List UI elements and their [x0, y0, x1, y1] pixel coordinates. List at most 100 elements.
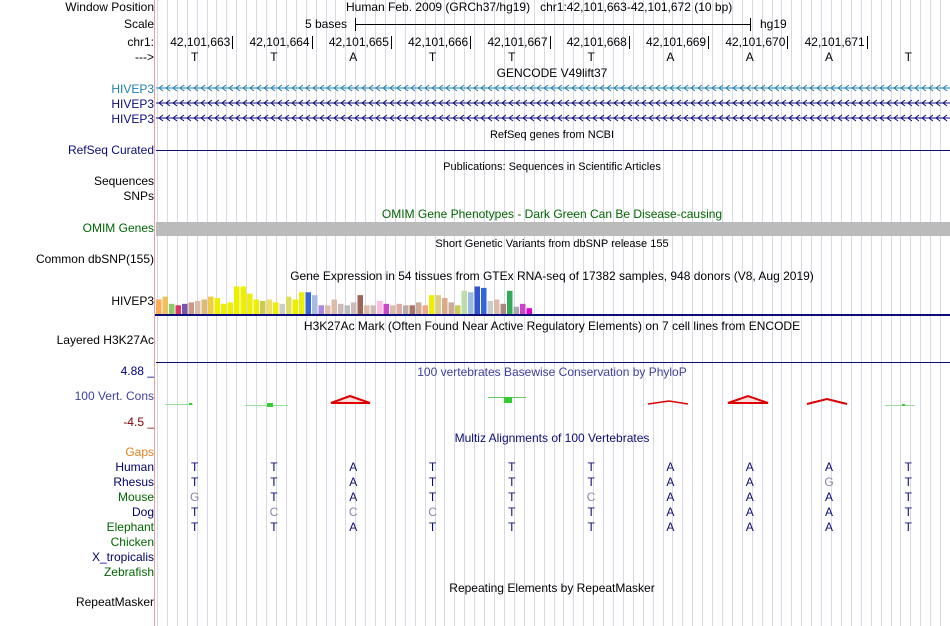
coordinate-label: 42,101,666: [408, 35, 469, 49]
gtex-track-label[interactable]: HIVEP3: [111, 294, 154, 308]
multiz-base: A: [349, 520, 358, 534]
gtex-tissue-bar[interactable]: [448, 302, 455, 314]
repeatmasker-track-label[interactable]: RepeatMasker: [75, 595, 154, 609]
gtex-tissue-bar[interactable]: [481, 287, 487, 314]
gencode-item-3-label[interactable]: HIVEP3: [111, 112, 154, 126]
refseq-track-title: RefSeq genes from NCBI: [489, 129, 615, 141]
gtex-tissue-bar[interactable]: [247, 293, 253, 314]
gtex-tissue-bar[interactable]: [331, 299, 338, 315]
phylop-track-label[interactable]: 100 Vert. Cons: [74, 389, 154, 403]
gtex-tissue-bar[interactable]: [474, 286, 481, 314]
omim-track-title: OMIM Gene Phenotypes - Dark Green Can Be…: [381, 207, 723, 221]
gtex-tissue-bar[interactable]: [364, 305, 370, 314]
gtex-tissue-bar[interactable]: [162, 296, 169, 314]
multiz-species-label[interactable]: Rhesus: [113, 475, 154, 489]
multiz-base: C: [428, 505, 437, 519]
gtex-tissue-bar[interactable]: [195, 300, 201, 314]
multiz-base: A: [825, 490, 834, 504]
gtex-tissue-bar[interactable]: [513, 306, 520, 314]
phylop-conservation-plot[interactable]: [155, 390, 950, 420]
omim-phenotype-bar[interactable]: [156, 222, 950, 236]
gtex-tissue-bar[interactable]: [526, 308, 533, 314]
multiz-species-label[interactable]: X_tropicalis: [91, 550, 154, 564]
gencode-gene-models[interactable]: [155, 82, 950, 127]
multiz-base: T: [428, 520, 437, 534]
gtex-tissue-bar[interactable]: [325, 305, 331, 314]
gtex-tissue-bar[interactable]: [390, 305, 396, 314]
refseq-track-label[interactable]: RefSeq Curated: [67, 143, 154, 157]
multiz-species-label[interactable]: Mouse: [117, 490, 154, 504]
gtex-tissue-bar[interactable]: [240, 286, 247, 314]
publications-snps-label[interactable]: SNPs: [123, 189, 154, 203]
multiz-gaps-label[interactable]: Gaps: [125, 445, 154, 459]
gtex-tissue-bar[interactable]: [455, 305, 461, 314]
gtex-tissue-bar[interactable]: [396, 303, 403, 314]
multiz-base: A: [745, 490, 754, 504]
gtex-tissue-bar[interactable]: [156, 299, 162, 315]
gtex-tissue-bar[interactable]: [409, 305, 416, 314]
dbsnp-track-label[interactable]: Common dbSNP(155): [35, 252, 154, 266]
gtex-tissue-bar[interactable]: [494, 299, 500, 315]
gtex-tissue-bar[interactable]: [299, 292, 305, 314]
gtex-tissue-bar[interactable]: [253, 299, 260, 315]
gtex-tissue-bar[interactable]: [461, 290, 468, 314]
multiz-base: T: [270, 520, 278, 534]
gtex-tissue-bar[interactable]: [221, 303, 227, 314]
multiz-species-label[interactable]: Dog: [131, 505, 154, 519]
gtex-tissue-bar[interactable]: [279, 303, 286, 314]
gtex-tissue-bar[interactable]: [429, 295, 435, 314]
gtex-tissue-bar[interactable]: [507, 290, 513, 314]
gtex-tissue-bar[interactable]: [383, 303, 390, 314]
gtex-tissue-bar[interactable]: [520, 303, 526, 314]
gtex-tissue-bar[interactable]: [305, 292, 312, 314]
gencode-item-2-label[interactable]: HIVEP3: [111, 97, 154, 111]
gtex-tissue-bar[interactable]: [351, 302, 357, 314]
gtex-tissue-bar[interactable]: [377, 300, 383, 314]
gtex-tissue-bar[interactable]: [338, 303, 344, 314]
grid-line: [741, 0, 743, 626]
gtex-tissue-bar[interactable]: [260, 300, 266, 314]
phylop-mark: [504, 397, 512, 403]
gtex-tissue-bar[interactable]: [487, 300, 494, 314]
gtex-tissue-bar[interactable]: [442, 298, 448, 314]
gtex-tissue-bar[interactable]: [214, 298, 221, 314]
gtex-tissue-bar[interactable]: [292, 299, 299, 315]
omim-track-label[interactable]: OMIM Genes: [82, 221, 154, 235]
gtex-tissue-bar[interactable]: [208, 296, 214, 314]
gtex-tissue-bar[interactable]: [188, 302, 195, 314]
grid-line: [801, 0, 803, 626]
refseq-gene-line[interactable]: [156, 150, 950, 151]
gtex-tissue-bar[interactable]: [169, 303, 175, 314]
gtex-tissue-bar[interactable]: [416, 302, 422, 314]
gtex-expression-bars[interactable]: [155, 283, 950, 317]
h3k27ac-track-label[interactable]: Layered H3K27Ac: [56, 333, 154, 347]
gtex-tissue-bar[interactable]: [357, 295, 364, 314]
multiz-species-label[interactable]: Human: [115, 460, 154, 474]
multiz-species-label[interactable]: Chicken: [110, 535, 154, 549]
gtex-tissue-bar[interactable]: [403, 305, 409, 314]
gtex-tissue-bar[interactable]: [266, 299, 273, 315]
gtex-tissue-bar[interactable]: [435, 295, 442, 314]
multiz-species-label[interactable]: Elephant: [106, 520, 154, 534]
publications-sequences-label[interactable]: Sequences: [93, 174, 154, 188]
gtex-tissue-bar[interactable]: [286, 296, 292, 314]
gtex-tissue-bar[interactable]: [468, 292, 474, 314]
gencode-item-1-label[interactable]: HIVEP3: [111, 82, 154, 96]
multiz-base: T: [270, 460, 278, 474]
multiz-base: A: [825, 520, 834, 534]
gtex-tissue-bar[interactable]: [201, 299, 208, 315]
base-letter: A: [825, 50, 834, 64]
gtex-tissue-bar[interactable]: [500, 303, 507, 314]
gtex-tissue-bar[interactable]: [370, 305, 377, 314]
gtex-tissue-bar[interactable]: [175, 305, 182, 314]
multiz-species-label[interactable]: Zebrafish: [103, 565, 154, 579]
gtex-tissue-bar[interactable]: [318, 305, 325, 314]
gtex-tissue-bar[interactable]: [182, 303, 188, 314]
gtex-tissue-bar[interactable]: [234, 286, 240, 314]
gtex-tissue-bar[interactable]: [273, 302, 279, 314]
gtex-tissue-bar[interactable]: [422, 305, 429, 314]
gtex-tissue-bar[interactable]: [312, 295, 318, 314]
gtex-tissue-bar[interactable]: [227, 302, 234, 314]
gtex-tissue-bar[interactable]: [344, 305, 351, 314]
